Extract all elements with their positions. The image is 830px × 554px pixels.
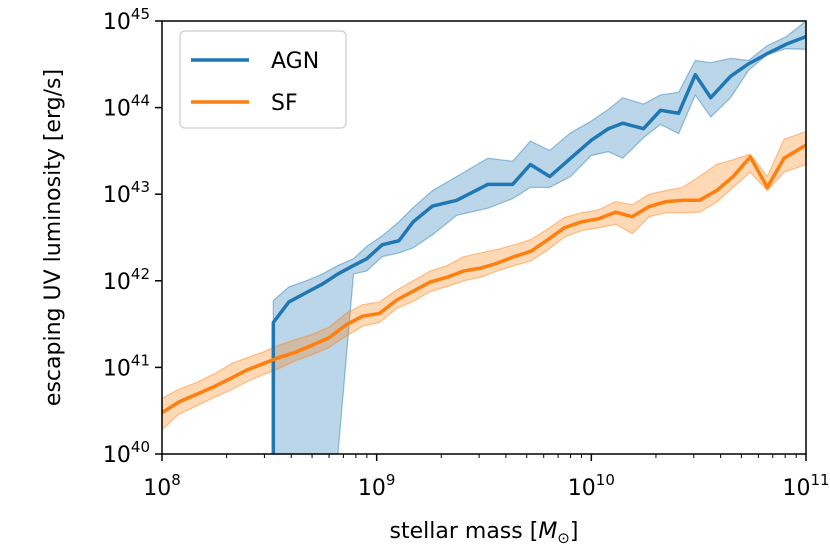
x-tick-label: 108 (143, 471, 181, 501)
x-axis-label-text: stellar mass [ (390, 519, 539, 544)
line-sf (161, 143, 807, 415)
x-axis-label-subscript: ⊙ (557, 529, 570, 547)
x-axis-label-close: ] (570, 519, 579, 544)
x-axis-label: stellar mass [M⊙] (390, 519, 579, 547)
series-lines (161, 34, 807, 454)
legend-label-sf: SF (271, 91, 298, 116)
y-tick-label: 1044 (103, 92, 150, 122)
x-axis-label-symbol: M (538, 519, 557, 544)
line-agn (271, 34, 807, 454)
x-tick-label: 1011 (782, 471, 829, 501)
y-axis-ticks: 1040 1041 1042 1043 1044 1045 (103, 5, 162, 468)
x-tick-label: 109 (358, 471, 396, 501)
plot-frame (161, 20, 807, 455)
legend-box (179, 30, 347, 129)
x-tick-label: 1010 (568, 471, 615, 501)
y-tick-label: 1041 (103, 351, 150, 381)
y-tick-label: 1042 (103, 265, 150, 295)
legend-label-agn: AGN (271, 49, 319, 74)
y-axis-label: escaping UV luminosity [erg/s] (41, 69, 66, 406)
y-tick-label: 1043 (103, 178, 150, 208)
y-tick-label: 1040 (103, 438, 150, 468)
x-axis-ticks: 108 109 1010 1011 (143, 454, 830, 501)
legend: AGN SF (179, 30, 347, 129)
y-tick-label: 1045 (103, 5, 150, 35)
